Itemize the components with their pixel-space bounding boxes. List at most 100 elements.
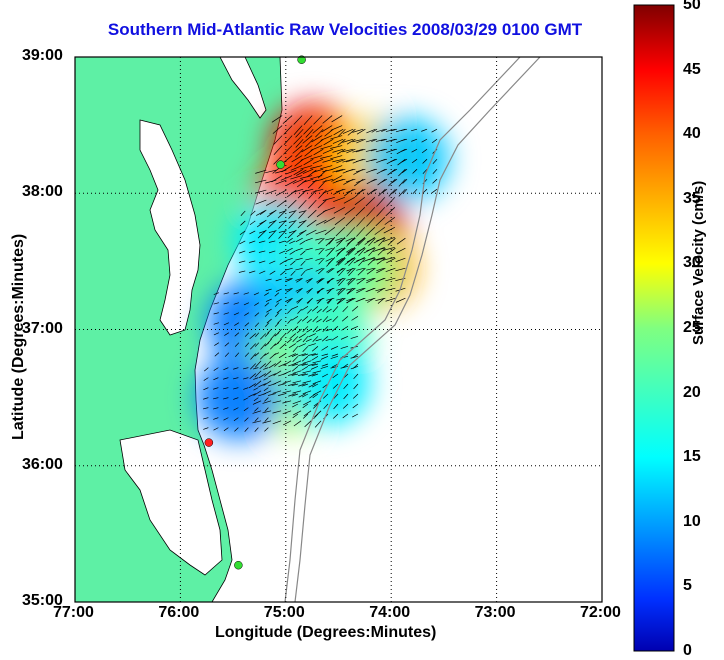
velocity-arrow [305,138,314,148]
velocity-arrow [277,318,282,324]
velocity-arrow [412,168,418,174]
velocity-arrow [356,257,365,262]
velocity-arrow [384,217,396,225]
velocity-arrow [432,158,438,164]
velocity-arrow [283,360,292,366]
velocity-arrow [287,199,297,209]
velocity-arrow [252,410,262,414]
velocity-arrow [286,179,297,186]
velocity-arrow [295,257,303,261]
velocity-arrow [332,148,344,153]
velocity-arrow [366,237,375,243]
velocity-arrow [431,188,438,194]
velocity-arrow [411,158,418,164]
velocity-arrow [375,138,386,142]
velocity-arrow [244,312,250,316]
velocity-arrow [306,318,312,324]
velocity-arrow [298,333,306,339]
velocity-arrow [411,138,418,142]
velocity-arrow [283,125,293,135]
velocity-arrow [410,128,418,132]
velocity-arrow [336,267,343,274]
velocity-arrow [366,217,376,227]
velocity-arrows [203,115,438,432]
velocity-arrow [356,287,365,291]
velocity-arrow [223,377,229,380]
velocity-arrow [292,356,299,363]
velocity-arrow [347,277,356,286]
velocity-arrow [249,373,257,379]
velocity-arrow [357,237,365,244]
velocity-arrow [356,227,366,237]
velocity-arrow [331,326,339,332]
velocity-arrow [352,353,359,359]
velocity-arrow [351,306,359,312]
velocity-arrow [301,383,309,387]
velocity-arrow [292,336,299,343]
velocity-arrow [298,343,306,348]
velocity-arrow [254,380,262,387]
velocity-arrow [365,138,376,143]
velocity-arrow [352,363,359,369]
velocity-arrow [347,128,356,136]
velocity-arrow [249,333,257,339]
velocity-arrow [317,199,327,209]
velocity-arrow [315,257,323,261]
velocity-arrow [321,363,329,367]
velocity-arrow [263,377,269,381]
velocity-arrow [283,145,293,155]
velocity-arrow [322,196,335,201]
velocity-arrow [223,302,229,305]
velocity-arrow [306,219,317,228]
velocity-arrow [291,383,299,387]
velocity-arrow [249,230,256,235]
velocity-arrow [332,316,339,323]
velocity-arrow [278,353,286,359]
y-tick-label: 39:00 [22,47,63,64]
velocity-arrow [336,287,345,291]
velocity-arrow [365,227,376,237]
velocity-arrow [396,148,406,155]
velocity-arrow [312,178,324,183]
x-tick-label: 74:00 [369,604,411,621]
velocity-arrow [298,209,307,219]
velocity-arrow [341,316,349,322]
velocity-arrow [292,390,302,394]
velocity-arrow [273,155,283,165]
velocity-arrow [350,335,359,339]
velocity-arrow [301,356,309,362]
velocity-arrow [302,168,314,174]
velocity-arrow [244,332,250,337]
velocity-arrow [224,332,230,336]
velocity-arrow [264,302,270,307]
velocity-arrow [365,148,376,152]
velocity-arrow [290,175,303,180]
velocity-arrow [288,343,296,349]
station-marker [276,160,285,169]
velocity-arrow [385,277,396,282]
velocity-arrow [274,302,280,307]
velocity-arrow [327,297,333,305]
velocity-arrow [301,353,309,357]
velocity-arrow [278,230,286,233]
velocity-arrow [249,220,256,226]
velocity-arrow [259,363,267,369]
velocity-arrow [331,175,343,182]
velocity-arrow [291,393,299,397]
velocity-arrow [285,169,297,175]
velocity-arrow [248,260,256,263]
velocity-arrow [301,366,309,371]
velocity-arrow [322,306,329,313]
velocity-arrow [340,365,349,369]
velocity-arrow [386,197,396,207]
velocity-arrow [298,353,306,357]
velocity-arrow [316,277,323,283]
velocity-arrow [398,188,406,197]
velocity-arrow [283,420,292,426]
velocity-arrow [295,267,303,271]
velocity-arrow [306,328,312,333]
velocity-arrow [302,403,309,409]
velocity-arrow [297,363,306,366]
velocity-arrow [286,288,292,293]
velocity-arrow [305,237,313,242]
